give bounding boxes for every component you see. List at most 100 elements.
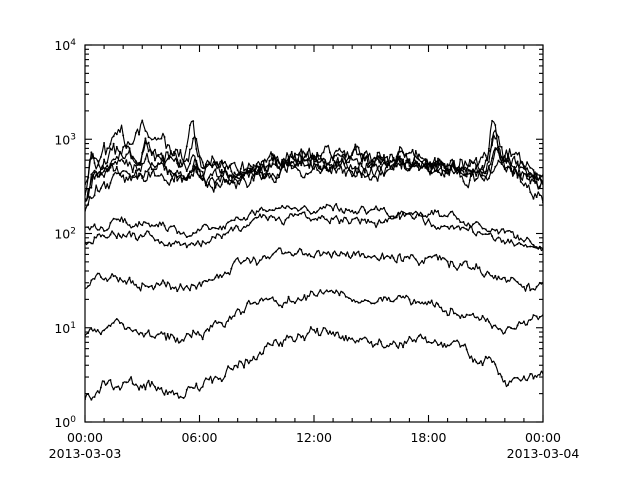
data-point-marker [452,227,455,230]
data-point-marker [281,252,284,255]
data-point-marker [516,234,519,237]
data-point-marker [300,336,303,339]
data-point-marker [85,398,86,401]
data-point-marker [115,162,118,165]
data-point-marker [147,286,150,289]
data-point-marker [230,226,233,229]
data-point-marker [154,224,156,227]
data-point-marker [125,170,128,173]
data-point-marker [491,235,494,238]
data-point-marker [383,346,385,349]
data-point-marker [398,342,401,345]
data-point-marker [313,161,315,164]
data-point-marker [316,151,319,154]
data-point-marker [500,146,503,148]
data-point-marker [341,252,344,255]
data-point-marker [134,328,137,331]
data-point-marker [344,167,347,170]
data-point-marker [223,170,226,173]
data-point-marker [154,239,156,242]
data-point-marker [389,217,392,220]
data-point-marker [87,195,90,198]
data-point-marker [487,233,490,235]
data-point-marker [185,284,188,287]
data-point-marker [354,253,357,256]
data-point-marker [437,170,439,172]
data-point-marker [526,379,529,382]
data-point-marker [500,329,503,332]
data-point-marker [341,220,344,223]
data-point-marker [535,172,538,175]
data-point-marker [141,282,144,285]
data-point-marker [233,219,236,222]
data-point-marker [122,160,125,163]
data-point-marker [227,271,230,274]
data-point-marker [87,285,90,287]
data-point-marker [427,340,430,343]
data-point-marker [313,158,315,161]
data-point-marker [532,244,535,246]
data-point-marker [185,332,188,335]
data-point-marker [236,181,239,183]
data-point-marker [99,173,102,176]
data-point-marker [332,218,335,221]
data-point-marker [484,228,487,231]
data-point-marker [437,303,439,306]
data-point-marker [249,261,252,264]
data-point-marker [300,212,303,215]
data-point-marker [392,215,395,218]
data-point-marker [109,325,112,327]
data-point-marker [185,170,188,173]
data-point-marker [303,294,306,296]
data-point-marker [367,162,370,165]
data-point-marker [122,280,125,283]
data-point-marker [201,338,204,341]
data-point-marker [367,340,370,343]
data-point-marker [243,311,245,314]
data-point-marker [500,240,503,243]
data-point-marker [281,345,284,347]
data-point-marker [360,176,363,179]
data-point-marker [328,330,331,333]
data-point-marker [510,276,513,279]
data-point-marker [157,153,160,156]
data-point-marker [195,159,198,162]
data-point-marker [281,306,284,309]
data-point-marker [138,236,141,239]
data-point-marker [163,168,166,171]
data-point-marker [319,165,322,168]
data-point-marker [494,239,497,242]
data-point-marker [402,158,405,161]
data-point-marker [379,296,382,299]
data-point-marker [478,362,481,365]
data-point-marker [128,224,131,227]
data-point-marker [90,279,93,282]
data-point-marker [484,233,487,235]
data-point-marker [313,154,315,157]
data-point-marker [87,241,90,244]
data-point-marker [195,137,198,140]
data-point-marker [316,250,319,253]
data-point-marker [452,340,455,342]
data-point-marker [252,211,255,214]
data-point-marker [297,250,300,253]
data-point-marker [96,390,99,392]
data-point-marker [287,336,290,339]
data-point-marker [459,168,462,170]
data-point-marker [328,169,331,172]
data-point-marker [93,328,96,331]
data-point-marker [414,216,417,219]
data-point-marker [319,206,322,209]
data-point-marker [357,166,360,169]
data-point-marker [176,162,179,165]
data-point-marker [265,165,268,168]
data-point-marker [163,393,166,396]
data-point-marker [538,176,541,179]
data-point-marker [268,172,271,175]
data-point-marker [443,310,446,313]
data-point-marker [223,271,226,274]
y-axis-tick-label: 104 [54,38,76,53]
data-point-marker [303,152,306,155]
data-point-marker [519,322,522,325]
data-point-marker [532,169,535,171]
